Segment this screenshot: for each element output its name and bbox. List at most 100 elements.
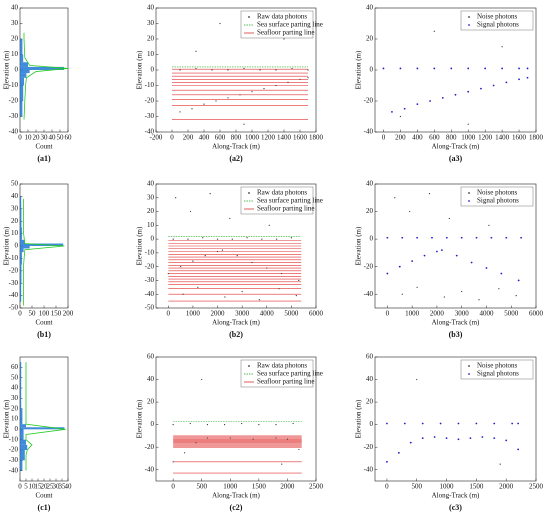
photon — [278, 288, 280, 290]
x-tick-label: 10 — [25, 134, 33, 142]
histogram-bar — [20, 439, 26, 445]
photon — [261, 238, 263, 240]
x-tick-label: 1500 — [252, 483, 267, 491]
y-tick-label: 40 — [11, 4, 19, 12]
photon — [175, 197, 177, 199]
y-tick-label: -50 — [145, 304, 155, 312]
y-tick-label: 0 — [370, 66, 374, 74]
photon — [241, 422, 243, 425]
x-tick-label: 0 — [18, 134, 22, 142]
photon — [421, 437, 424, 440]
photon — [394, 197, 396, 199]
x-tick-label: 1000 — [245, 134, 260, 142]
histogram-bar — [20, 196, 22, 209]
x-tick-label: 30 — [41, 134, 49, 142]
photon — [416, 67, 419, 70]
photon — [469, 437, 472, 440]
x-tick-label: 0 — [170, 134, 174, 142]
photon — [206, 437, 209, 439]
photon — [195, 67, 197, 70]
y-axis-label: Elevation (m) — [3, 226, 11, 265]
photon — [298, 279, 300, 282]
x-tick-label: 100 — [39, 310, 50, 318]
legend-swatch — [468, 192, 470, 194]
photon — [409, 210, 411, 213]
photon — [268, 224, 270, 226]
x-tick-label: 20 — [33, 134, 41, 142]
panel-label: (c2) — [230, 503, 243, 512]
x-tick-label: 1600 — [512, 134, 527, 142]
photon — [490, 236, 493, 239]
photon — [386, 272, 389, 275]
histogram-bar — [20, 85, 24, 101]
y-tick-label: 30 — [147, 19, 155, 27]
y-tick-label: 20 — [147, 207, 155, 215]
histogram-bar — [20, 388, 22, 409]
photon — [518, 78, 520, 81]
photon — [409, 441, 412, 444]
x-tick-label: 2000 — [211, 310, 226, 318]
plot-frame — [19, 356, 69, 482]
x-tick-label: -200 — [150, 134, 163, 142]
photon — [416, 378, 418, 381]
photon — [517, 279, 520, 282]
photon — [280, 272, 283, 275]
y-tick-label: 60 — [366, 353, 374, 361]
photon — [416, 236, 419, 239]
histogram-bar — [20, 39, 23, 55]
photon — [461, 290, 463, 293]
y-axis-label: Elevation (m) — [3, 399, 11, 438]
legend-label: Raw data photons — [257, 362, 307, 370]
y-tick-label: -10 — [9, 254, 19, 262]
x-tick-label: 1200 — [478, 134, 493, 142]
legend-label: Seafloor parting line — [257, 29, 315, 37]
panel-label: (a1) — [37, 154, 51, 163]
photon — [501, 46, 503, 48]
photon — [251, 91, 253, 93]
photon — [167, 272, 169, 275]
photon — [215, 100, 217, 102]
photon — [211, 69, 213, 71]
y-tick-label: 40 — [147, 4, 155, 12]
histogram-bar — [20, 77, 24, 86]
photon — [440, 249, 443, 252]
y-tick-label: -30 — [9, 456, 19, 464]
x-tick-label: 0 — [385, 483, 389, 491]
histogram-bar — [20, 246, 30, 249]
photon — [397, 451, 400, 454]
photon — [457, 438, 460, 441]
photon — [436, 250, 438, 253]
photon — [484, 67, 487, 70]
photon — [478, 299, 480, 301]
x-axis-label: Along-Track (m) — [212, 319, 260, 327]
y-tick-label: -10 — [145, 248, 155, 256]
photon — [470, 261, 473, 264]
photon — [307, 69, 309, 71]
photon — [481, 436, 484, 438]
legend-label: Signal photons — [477, 21, 519, 29]
y-tick-label: 40 — [366, 180, 374, 188]
photon — [499, 463, 501, 465]
histogram-bar — [20, 227, 22, 240]
photon — [429, 100, 431, 102]
photon — [229, 437, 231, 439]
photon — [252, 438, 254, 440]
y-axis-label: Elevation (m) — [136, 226, 144, 265]
y-axis-label: Elevation (m) — [355, 50, 363, 89]
panel-label: (c1) — [38, 503, 51, 512]
x-tick-label: 2000 — [499, 483, 514, 491]
histogram-bar — [20, 429, 24, 440]
x-tick-label: 600 — [429, 134, 440, 142]
photon — [259, 69, 261, 71]
histogram-bar — [20, 66, 64, 70]
photon — [399, 115, 402, 118]
y-tick-label: -20 — [9, 266, 19, 274]
photon — [187, 238, 189, 240]
photon — [299, 78, 301, 80]
legend-label: Seafloor parting line — [257, 205, 315, 213]
photon — [443, 296, 445, 298]
photon — [290, 237, 292, 239]
photon — [488, 224, 490, 226]
photon — [431, 236, 433, 239]
photon — [416, 286, 418, 288]
